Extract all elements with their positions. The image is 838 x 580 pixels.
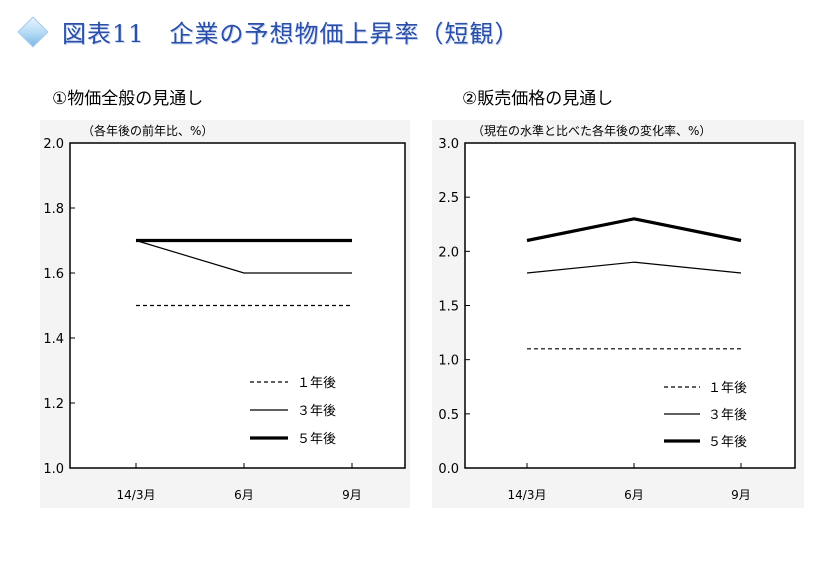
legend-label: １年後 <box>708 381 747 396</box>
y-tick-label: 1.0 <box>438 354 459 369</box>
legend-label: ５年後 <box>708 435 747 450</box>
legend-label: ３年後 <box>297 404 336 419</box>
y-tick-label: 1.0 <box>43 462 64 477</box>
y-tick-label: 2.0 <box>43 137 64 152</box>
chart-title: ①物価全般の見通し <box>52 89 203 109</box>
x-tick-label: 9月 <box>342 488 362 502</box>
y-tick-label: 0.5 <box>438 408 459 423</box>
y-tick-label: 1.4 <box>43 332 64 347</box>
figure-title: 図表11 企業の予想物価上昇率（短観） <box>62 20 520 48</box>
x-tick-label: 9月 <box>731 488 751 502</box>
series-line <box>526 217 742 243</box>
figure-header: 図表11 企業の予想物価上昇率（短観） <box>17 14 520 49</box>
x-tick-label: 14/3月 <box>117 488 156 502</box>
series-line <box>135 239 352 274</box>
y-tick-label: 0.0 <box>438 462 459 477</box>
y-tick-label: 1.8 <box>43 202 64 217</box>
y-tick-label: 2.0 <box>438 245 459 260</box>
y-tick-label: 1.2 <box>43 397 64 412</box>
x-tick-label: 6月 <box>624 488 644 502</box>
y-tick-label: 1.5 <box>438 300 459 315</box>
y-axis-unit-label: （各年後の前年比、%） <box>82 123 213 138</box>
y-tick-label: 2.5 <box>438 191 459 206</box>
legend-label: ５年後 <box>297 432 336 447</box>
legend-label: １年後 <box>297 376 336 391</box>
series-line <box>526 261 742 274</box>
chart-title: ②販売価格の見通し <box>462 89 613 109</box>
y-tick-label: 1.6 <box>43 267 64 282</box>
legend-label: ３年後 <box>708 408 747 423</box>
x-tick-label: 14/3月 <box>508 488 547 502</box>
y-tick-label: 3.0 <box>438 137 459 152</box>
x-tick-label: 6月 <box>234 488 254 502</box>
y-axis-unit-label: （現在の水準と比べた各年後の変化率、%） <box>472 123 711 138</box>
